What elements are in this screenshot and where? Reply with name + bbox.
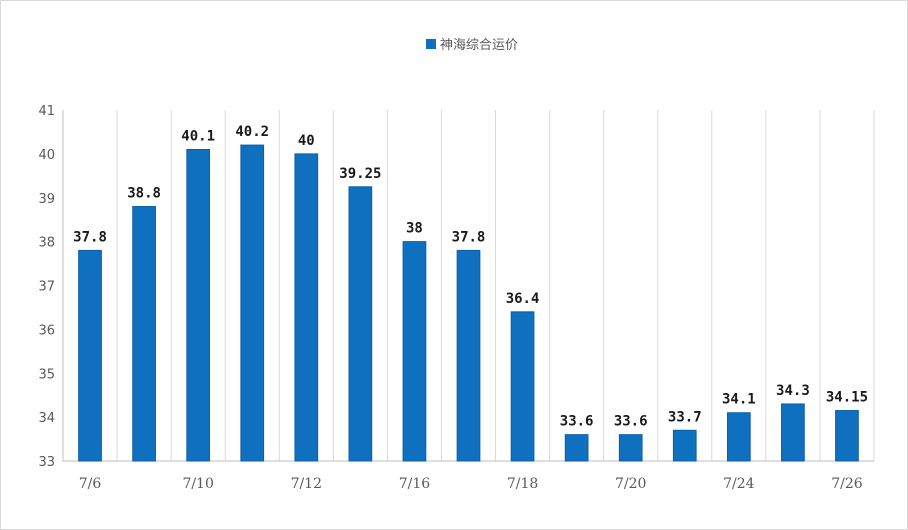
legend-swatch — [426, 38, 436, 49]
bar — [618, 434, 643, 462]
y-tick-label: 34 — [38, 411, 55, 426]
bar — [672, 429, 697, 462]
bar — [186, 148, 211, 462]
data-label: 34.15 — [826, 390, 868, 406]
y-tick-label: 37 — [38, 280, 55, 295]
y-tick-label: 40 — [38, 148, 55, 163]
data-label: 39.25 — [339, 166, 381, 182]
data-label: 36.4 — [506, 291, 540, 307]
y-tick-label: 35 — [38, 367, 55, 382]
x-tick-label: 7/6 — [79, 476, 102, 492]
data-label: 34.1 — [722, 392, 756, 408]
bar — [294, 153, 319, 462]
y-tick-label: 39 — [38, 192, 55, 207]
x-tick-label: 7/26 — [831, 476, 863, 492]
bar — [240, 144, 265, 462]
legend-label: 神海综合运价 — [440, 38, 519, 53]
data-label: 33.7 — [668, 409, 702, 425]
data-label: 37.8 — [73, 229, 107, 245]
x-tick-label: 7/12 — [291, 476, 322, 492]
data-label: 33.6 — [560, 414, 594, 430]
data-label: 38.8 — [127, 186, 161, 202]
data-label: 38 — [406, 221, 423, 237]
y-tick-label: 33 — [38, 455, 55, 470]
bar — [835, 410, 859, 462]
data-label: 34.3 — [776, 383, 810, 399]
y-tick-label: 38 — [38, 236, 55, 251]
data-label: 40.2 — [235, 124, 269, 140]
bar — [402, 241, 427, 462]
data-label: 40 — [298, 133, 315, 149]
legend: 神海综合运价 — [426, 34, 518, 53]
bar — [348, 186, 373, 462]
y-tick-label: 36 — [38, 323, 55, 338]
y-tick-label: 41 — [38, 104, 55, 119]
bar — [132, 206, 156, 462]
bar — [456, 249, 481, 462]
bar — [564, 434, 589, 462]
x-tick-label: 7/24 — [723, 476, 755, 492]
x-tick-label: 7/10 — [182, 476, 213, 492]
x-tick-label: 7/16 — [399, 476, 431, 492]
bar — [78, 249, 102, 462]
bar — [726, 412, 751, 462]
bar — [510, 311, 535, 462]
data-label: 40.1 — [181, 128, 215, 144]
data-label: 33.6 — [614, 414, 648, 430]
x-tick-label: 7/20 — [615, 476, 646, 492]
x-tick-label: 7/18 — [507, 476, 538, 492]
data-label: 37.8 — [452, 229, 486, 245]
bar — [781, 403, 805, 462]
